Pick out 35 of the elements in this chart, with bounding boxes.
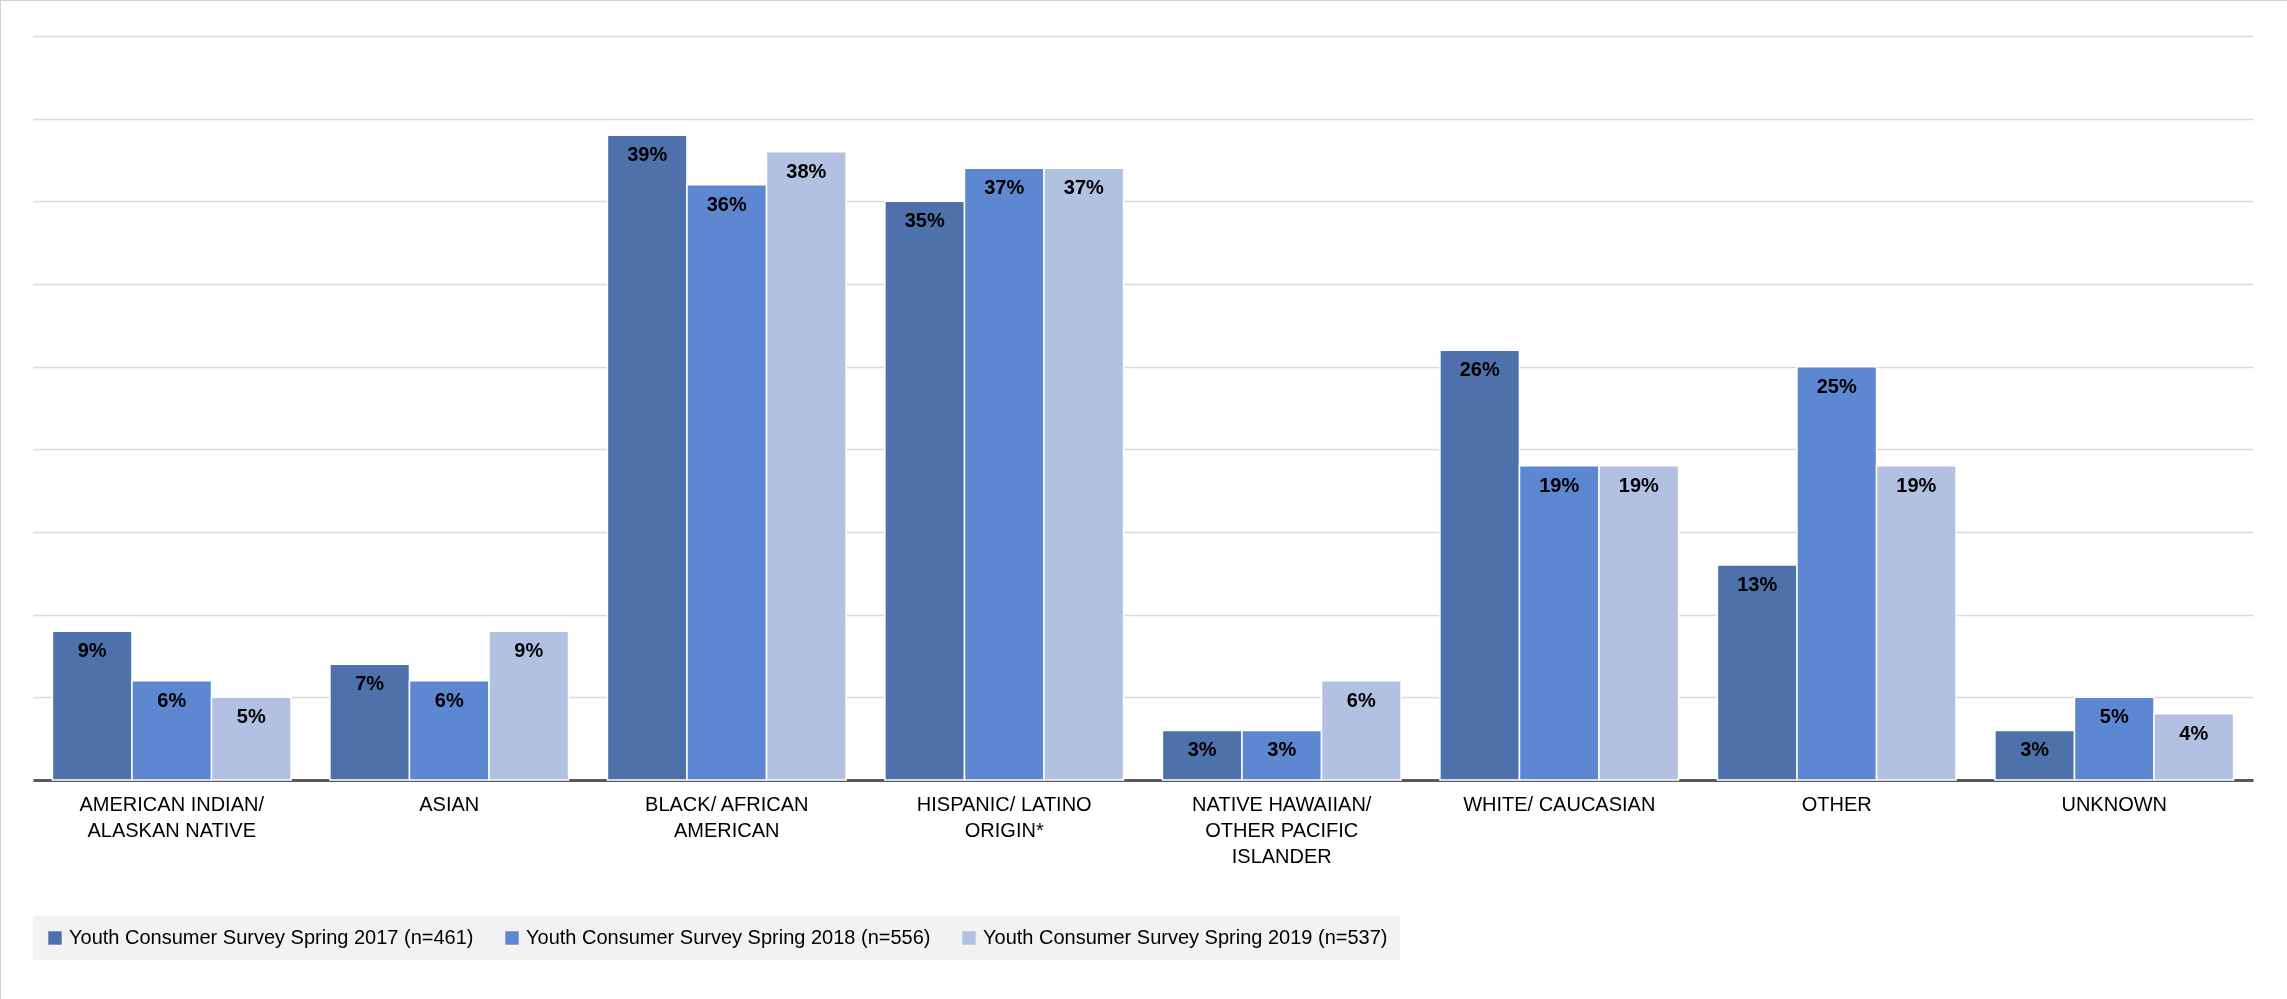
x-tick-label: WHITE/ CAUCASIAN [1463, 792, 1656, 815]
x-tick-label: NATIVE HAWAIIAN/ OTHER PACIFIC ISLANDER [1192, 792, 1372, 867]
x-tick-label: OTHER [1801, 792, 1872, 815]
data-label: 5% [236, 705, 266, 728]
x-tick-label: ASIAN [419, 792, 480, 815]
data-label: 36% [706, 192, 747, 215]
x-tick-label: BLACK/ AFRICAN AMERICAN [645, 792, 809, 841]
data-label: 6% [434, 688, 464, 711]
data-label: 26% [1459, 358, 1500, 381]
data-label: 9% [514, 639, 544, 662]
data-label: 35% [904, 209, 945, 232]
data-label: 9% [77, 639, 107, 662]
data-label: 4% [2179, 721, 2209, 744]
legend-label: Youth Consumer Survey Spring 2019 (n=537) [983, 926, 1388, 948]
data-label: 3% [2020, 738, 2050, 761]
data-label: 37% [984, 176, 1025, 199]
data-label: 39% [627, 143, 668, 166]
legend-label: Youth Consumer Survey Spring 2017 (n=461) [69, 926, 474, 948]
data-label: 38% [786, 159, 827, 182]
data-label: 7% [355, 672, 385, 695]
data-label: 25% [1816, 374, 1857, 397]
x-tick-label: HISPANIC/ LATINO ORIGIN* [916, 792, 1092, 841]
x-tick-label: AMERICAN INDIAN/ ALASKAN NATIVE [79, 792, 265, 841]
data-label: 5% [2099, 705, 2129, 728]
data-label: 19% [1539, 473, 1580, 496]
data-label: 13% [1737, 573, 1778, 596]
x-tick-label: UNKNOWN [2061, 792, 2168, 815]
legend-label: Youth Consumer Survey Spring 2018 (n=556) [526, 926, 931, 948]
data-label: 19% [1896, 473, 1937, 496]
data-label: 6% [157, 688, 187, 711]
data-label: 37% [1063, 176, 1105, 199]
data-label: 3% [1267, 738, 1297, 761]
data-label: 19% [1618, 473, 1660, 496]
data-label: 6% [1346, 688, 1376, 711]
data-label: 3% [1187, 738, 1217, 761]
